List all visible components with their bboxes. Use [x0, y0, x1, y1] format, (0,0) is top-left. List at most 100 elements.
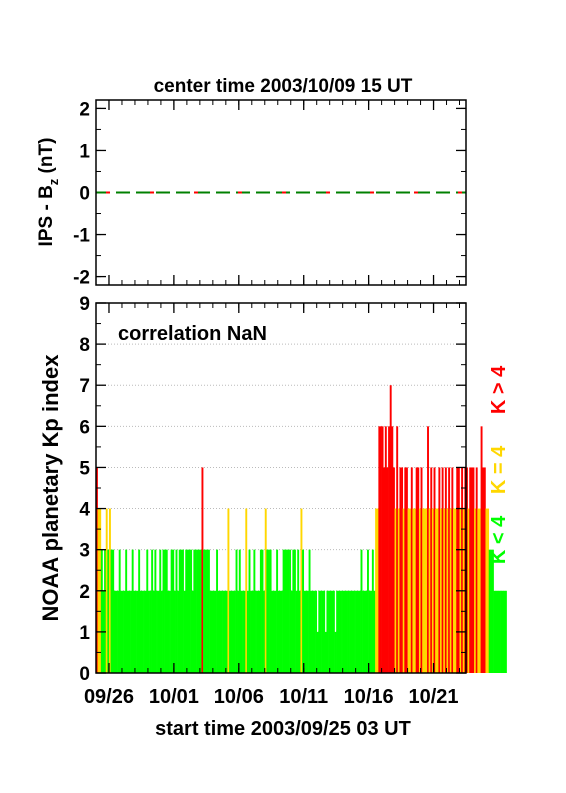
- kp-bar: [203, 549, 206, 673]
- kp-bar: [266, 549, 269, 673]
- kp-bar: [125, 549, 128, 673]
- kp-bar: [113, 590, 116, 673]
- kp-bar: [120, 590, 123, 673]
- kp-bar: [133, 590, 136, 673]
- kp-bar: [466, 467, 468, 673]
- kp-bar: [360, 549, 363, 673]
- kp-bar: [170, 549, 173, 673]
- kp-bar: [143, 590, 145, 673]
- kp-bar: [126, 590, 129, 673]
- kp-bar: [362, 590, 365, 673]
- kp-bar: [147, 590, 150, 673]
- kp-ytick-label: 6: [79, 417, 90, 438]
- bz-panel: center time 2003/10/09 15 UT 2 1 0 -1 -2 IPS…: [36, 76, 467, 289]
- kp-xlabel: start time 2003/09/25 03 UT: [155, 718, 411, 740]
- kp-bar: [217, 590, 220, 673]
- kp-bar: [342, 590, 345, 673]
- kp-bar: [485, 508, 488, 673]
- kp-bar: [243, 590, 246, 673]
- kp-bar: [245, 508, 248, 673]
- kp-bar: [295, 590, 298, 673]
- kp-bar: [264, 508, 267, 673]
- kp-bar: [180, 549, 183, 673]
- kp-bar: [108, 508, 111, 673]
- kp-bar: [319, 590, 322, 673]
- kp-bar: [488, 549, 491, 673]
- kp-bar: [300, 508, 303, 673]
- kp-bar: [130, 590, 133, 673]
- kp-ytick-labels: 0 1 2 3 4 5 6 7 8 9: [79, 294, 90, 685]
- kp-bar: [211, 590, 214, 673]
- kp-bar: [388, 426, 391, 673]
- bz-ylabel-unit: (nT): [36, 138, 57, 179]
- kp-bar: [162, 549, 165, 673]
- kp-bar: [292, 549, 295, 673]
- kp-bar: [177, 590, 180, 673]
- kp-bar: [255, 590, 257, 673]
- kp-bar: [407, 508, 410, 673]
- kp-bar: [412, 508, 415, 673]
- kp-bar: [409, 508, 412, 673]
- kp-bar: [183, 590, 186, 673]
- kp-bar: [224, 590, 227, 673]
- kp-bar: [107, 549, 110, 673]
- kp-bar: [128, 590, 131, 673]
- kp-ytick-label: 1: [79, 623, 90, 644]
- kp-bar: [379, 426, 382, 673]
- kp-bar: [160, 590, 163, 673]
- kp-bar: [391, 426, 394, 673]
- kp-bar: [357, 590, 360, 673]
- kp-bar: [117, 590, 120, 673]
- kp-bar: [337, 590, 340, 673]
- kp-xtick-label: 10/16: [344, 686, 394, 708]
- kp-bar: [470, 467, 473, 673]
- kp-bar: [253, 549, 256, 673]
- kp-bar: [397, 508, 400, 673]
- kp-bar: [386, 467, 389, 673]
- kp-ytick-label: 9: [79, 294, 90, 315]
- kp-bar: [172, 549, 175, 673]
- bz-ytick-labels: 2 1 0 -1 -2: [73, 99, 90, 288]
- bz-ytick-label: -1: [73, 226, 90, 247]
- kp-bar: [298, 590, 301, 673]
- kp-bar: [209, 590, 212, 673]
- kp-bar: [500, 590, 503, 673]
- kp-bar: [440, 508, 442, 673]
- kp-bar: [328, 590, 330, 673]
- kp-bar: [443, 508, 446, 673]
- kp-bar: [121, 590, 124, 673]
- kp-bar: [457, 467, 460, 673]
- kp-bar: [474, 508, 477, 673]
- kp-bar: [115, 590, 118, 673]
- kp-bar: [344, 590, 347, 673]
- kp-bar: [446, 508, 449, 673]
- kp-bar: [367, 549, 369, 673]
- kp-bar: [433, 467, 436, 673]
- kp-bar: [404, 467, 407, 673]
- kp-bar: [219, 590, 222, 673]
- kp-bar: [250, 590, 253, 673]
- kp-bar: [272, 590, 275, 673]
- kp-bar: [341, 590, 343, 673]
- kp-bar: [242, 590, 244, 673]
- kp-bar: [384, 426, 387, 673]
- kp-bar: [112, 549, 115, 673]
- kp-bar: [376, 508, 379, 673]
- kp-bar: [139, 590, 142, 673]
- kp-bar: [495, 590, 498, 673]
- kp-bar: [227, 508, 230, 673]
- kp-bar: [276, 549, 279, 673]
- kp-bar: [477, 508, 480, 673]
- kp-bar: [136, 590, 139, 673]
- kp-bar: [290, 590, 293, 673]
- kp-bar: [405, 467, 408, 673]
- kp-bar: [204, 549, 207, 673]
- kp-bar: [141, 590, 144, 673]
- kp-bar: [277, 590, 280, 673]
- kp-bar: [438, 467, 441, 673]
- kp-correlation-annotation: correlation NaN: [118, 323, 267, 345]
- kp-bar: [261, 549, 264, 673]
- kp-ytick-label: 8: [79, 335, 90, 356]
- kp-bar: [196, 549, 199, 673]
- kp-bar: [237, 590, 240, 673]
